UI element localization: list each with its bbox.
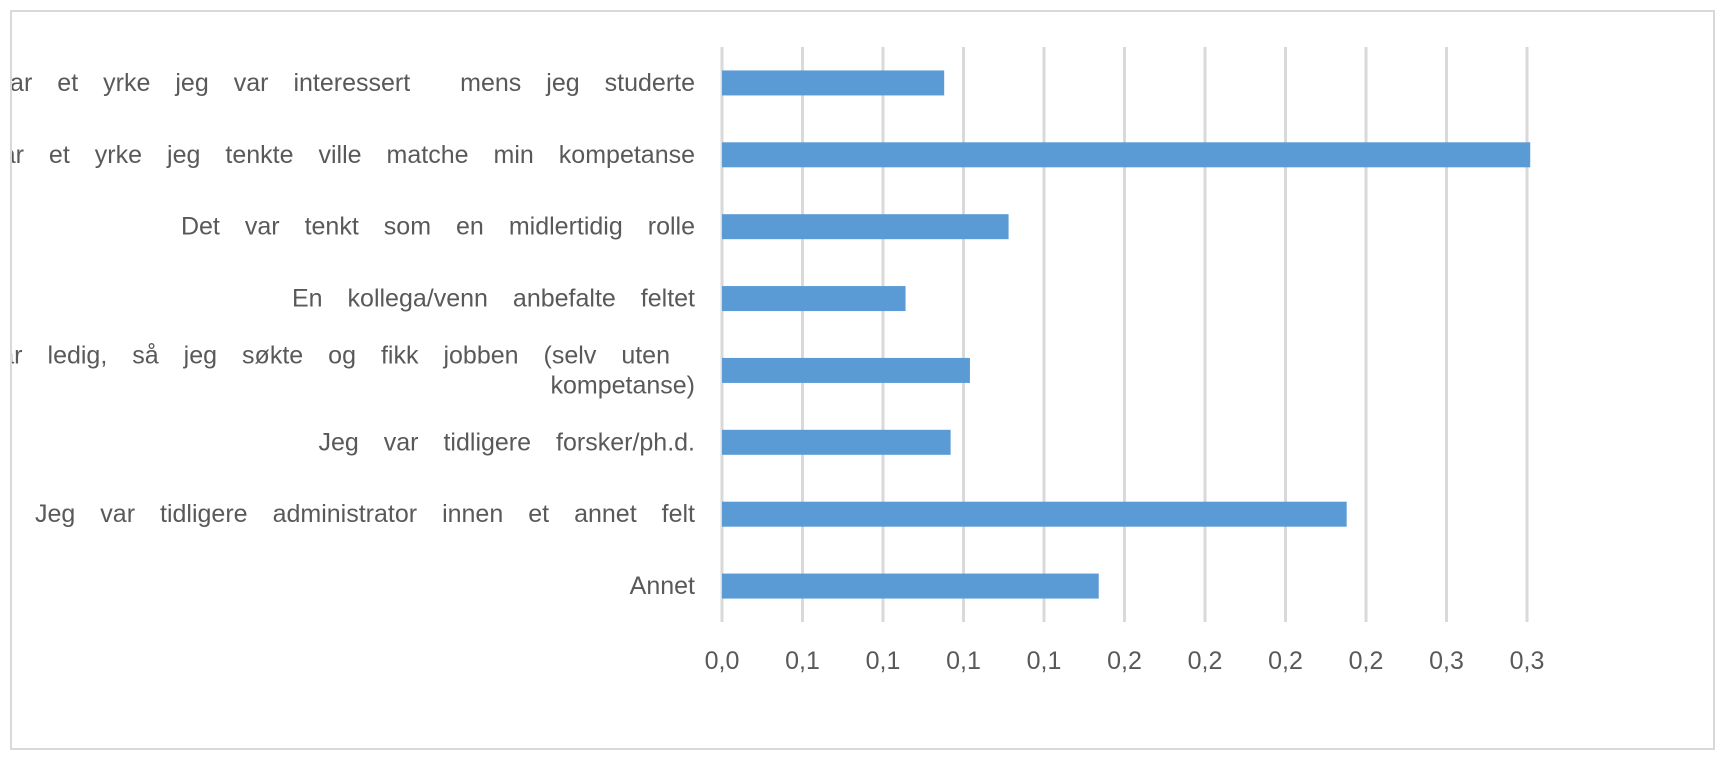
chart-frame: Det var et yrke jeg var interessert mens…	[10, 10, 1715, 750]
x-tick-label: 0,1	[866, 647, 901, 675]
category-label: Det var et yrke jeg var interessert mens…	[12, 69, 695, 97]
category-label-line: Jeg var tidligere administrator innen et…	[35, 500, 695, 528]
category-label-line: Jeg var tidligere forsker/ph.d.	[318, 428, 695, 456]
bar	[722, 142, 1531, 168]
bars	[722, 70, 1531, 599]
x-tick-label: 0,2	[1188, 647, 1223, 675]
category-label-line: En stilling var ledig, så jeg søkte og f…	[12, 341, 695, 369]
bar	[722, 429, 951, 455]
category-label: Jeg var tidligere administrator innen et…	[35, 500, 695, 528]
category-label: Det var et yrke jeg tenkte ville matche …	[12, 141, 695, 169]
bar	[722, 501, 1347, 527]
bar-chart: Det var et yrke jeg var interessert mens…	[12, 47, 1545, 675]
bar	[722, 573, 1099, 599]
category-label: En stilling var ledig, så jeg søkte og f…	[12, 341, 695, 399]
category-label-line: En kollega/venn anbefalte feltet	[292, 285, 695, 313]
category-label-line: Det var et yrke jeg var interessert mens…	[12, 69, 695, 97]
category-labels: Det var et yrke jeg var interessert mens…	[12, 69, 695, 600]
category-label: Annet	[630, 572, 695, 600]
bar	[722, 214, 1009, 240]
x-tick-label: 0,3	[1429, 647, 1464, 675]
category-label-line: Det var tenkt som en midlertidig rolle	[181, 213, 695, 241]
category-label: Det var tenkt som en midlertidig rolle	[181, 213, 695, 241]
x-tick-label: 0,2	[1107, 647, 1142, 675]
x-tick-label: 0,0	[705, 647, 740, 675]
bar	[722, 357, 970, 383]
x-tick-label: 0,1	[785, 647, 820, 675]
x-axis-tick-labels: 0,0 0,1 0,1 0,1 0,1 0,2 0,2 0,2 0,2 0,3 0,3	[705, 647, 1545, 675]
category-label: Jeg var tidligere forsker/ph.d.	[318, 428, 695, 456]
x-tick-label: 0,3	[1510, 647, 1545, 675]
x-tick-label: 0,2	[1349, 647, 1384, 675]
category-label-line: Annet	[630, 572, 695, 600]
x-tick-label: 0,1	[1027, 647, 1062, 675]
x-tick-label: 0,1	[946, 647, 981, 675]
category-label-line: Det var et yrke jeg tenkte ville matche …	[12, 141, 695, 169]
category-label-line: kompetanse)	[550, 371, 695, 399]
x-tick-label: 0,2	[1268, 647, 1303, 675]
bar	[722, 286, 906, 312]
grid-lines	[720, 47, 1529, 622]
bar	[722, 70, 945, 96]
category-label: En kollega/venn anbefalte feltet	[292, 285, 695, 313]
